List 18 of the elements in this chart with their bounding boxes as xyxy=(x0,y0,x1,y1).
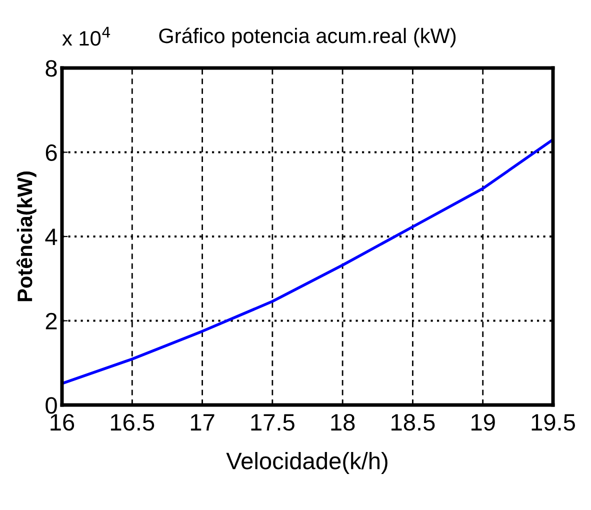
y-tick-label: 2 xyxy=(46,312,57,330)
x-tick-label: 17 xyxy=(190,414,214,430)
y-tick-label: 0 xyxy=(46,397,57,414)
y-tick-label: 8 xyxy=(46,60,57,77)
text: x 10$^{4}$ xyxy=(62,26,110,46)
x-tick-label: 18.5 xyxy=(392,414,435,431)
y-tick-label: 4 xyxy=(45,228,58,246)
x-tick-label: 17.5 xyxy=(251,414,294,431)
chart-title: Gráfico potencia acum.real (kW) xyxy=(159,28,456,48)
line-series xyxy=(62,138,553,385)
x-axis-title: Velocidade(k/h) xyxy=(226,452,388,474)
y-axis-title: Potência(kW) xyxy=(16,172,36,302)
x-tick-label: 16 xyxy=(50,414,74,431)
x-tick-label: 16.5 xyxy=(110,414,154,431)
x-tick-label: 18 xyxy=(331,414,355,431)
y-tick-label: 6 xyxy=(46,144,57,162)
x-tick-label: 19 xyxy=(472,414,495,431)
x-tick-label: 19.5 xyxy=(532,414,575,431)
